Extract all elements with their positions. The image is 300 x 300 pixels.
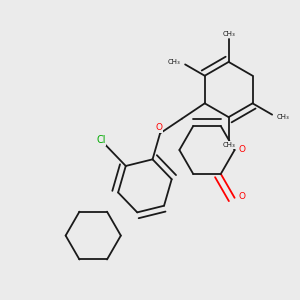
Text: CH₃: CH₃ xyxy=(222,31,235,37)
Text: CH₃: CH₃ xyxy=(277,114,290,120)
Text: O: O xyxy=(155,123,162,132)
Text: CH₃: CH₃ xyxy=(222,142,235,148)
Text: O: O xyxy=(238,146,246,154)
Text: O: O xyxy=(238,192,246,201)
Text: Cl: Cl xyxy=(96,135,106,145)
Text: CH₃: CH₃ xyxy=(168,59,181,65)
